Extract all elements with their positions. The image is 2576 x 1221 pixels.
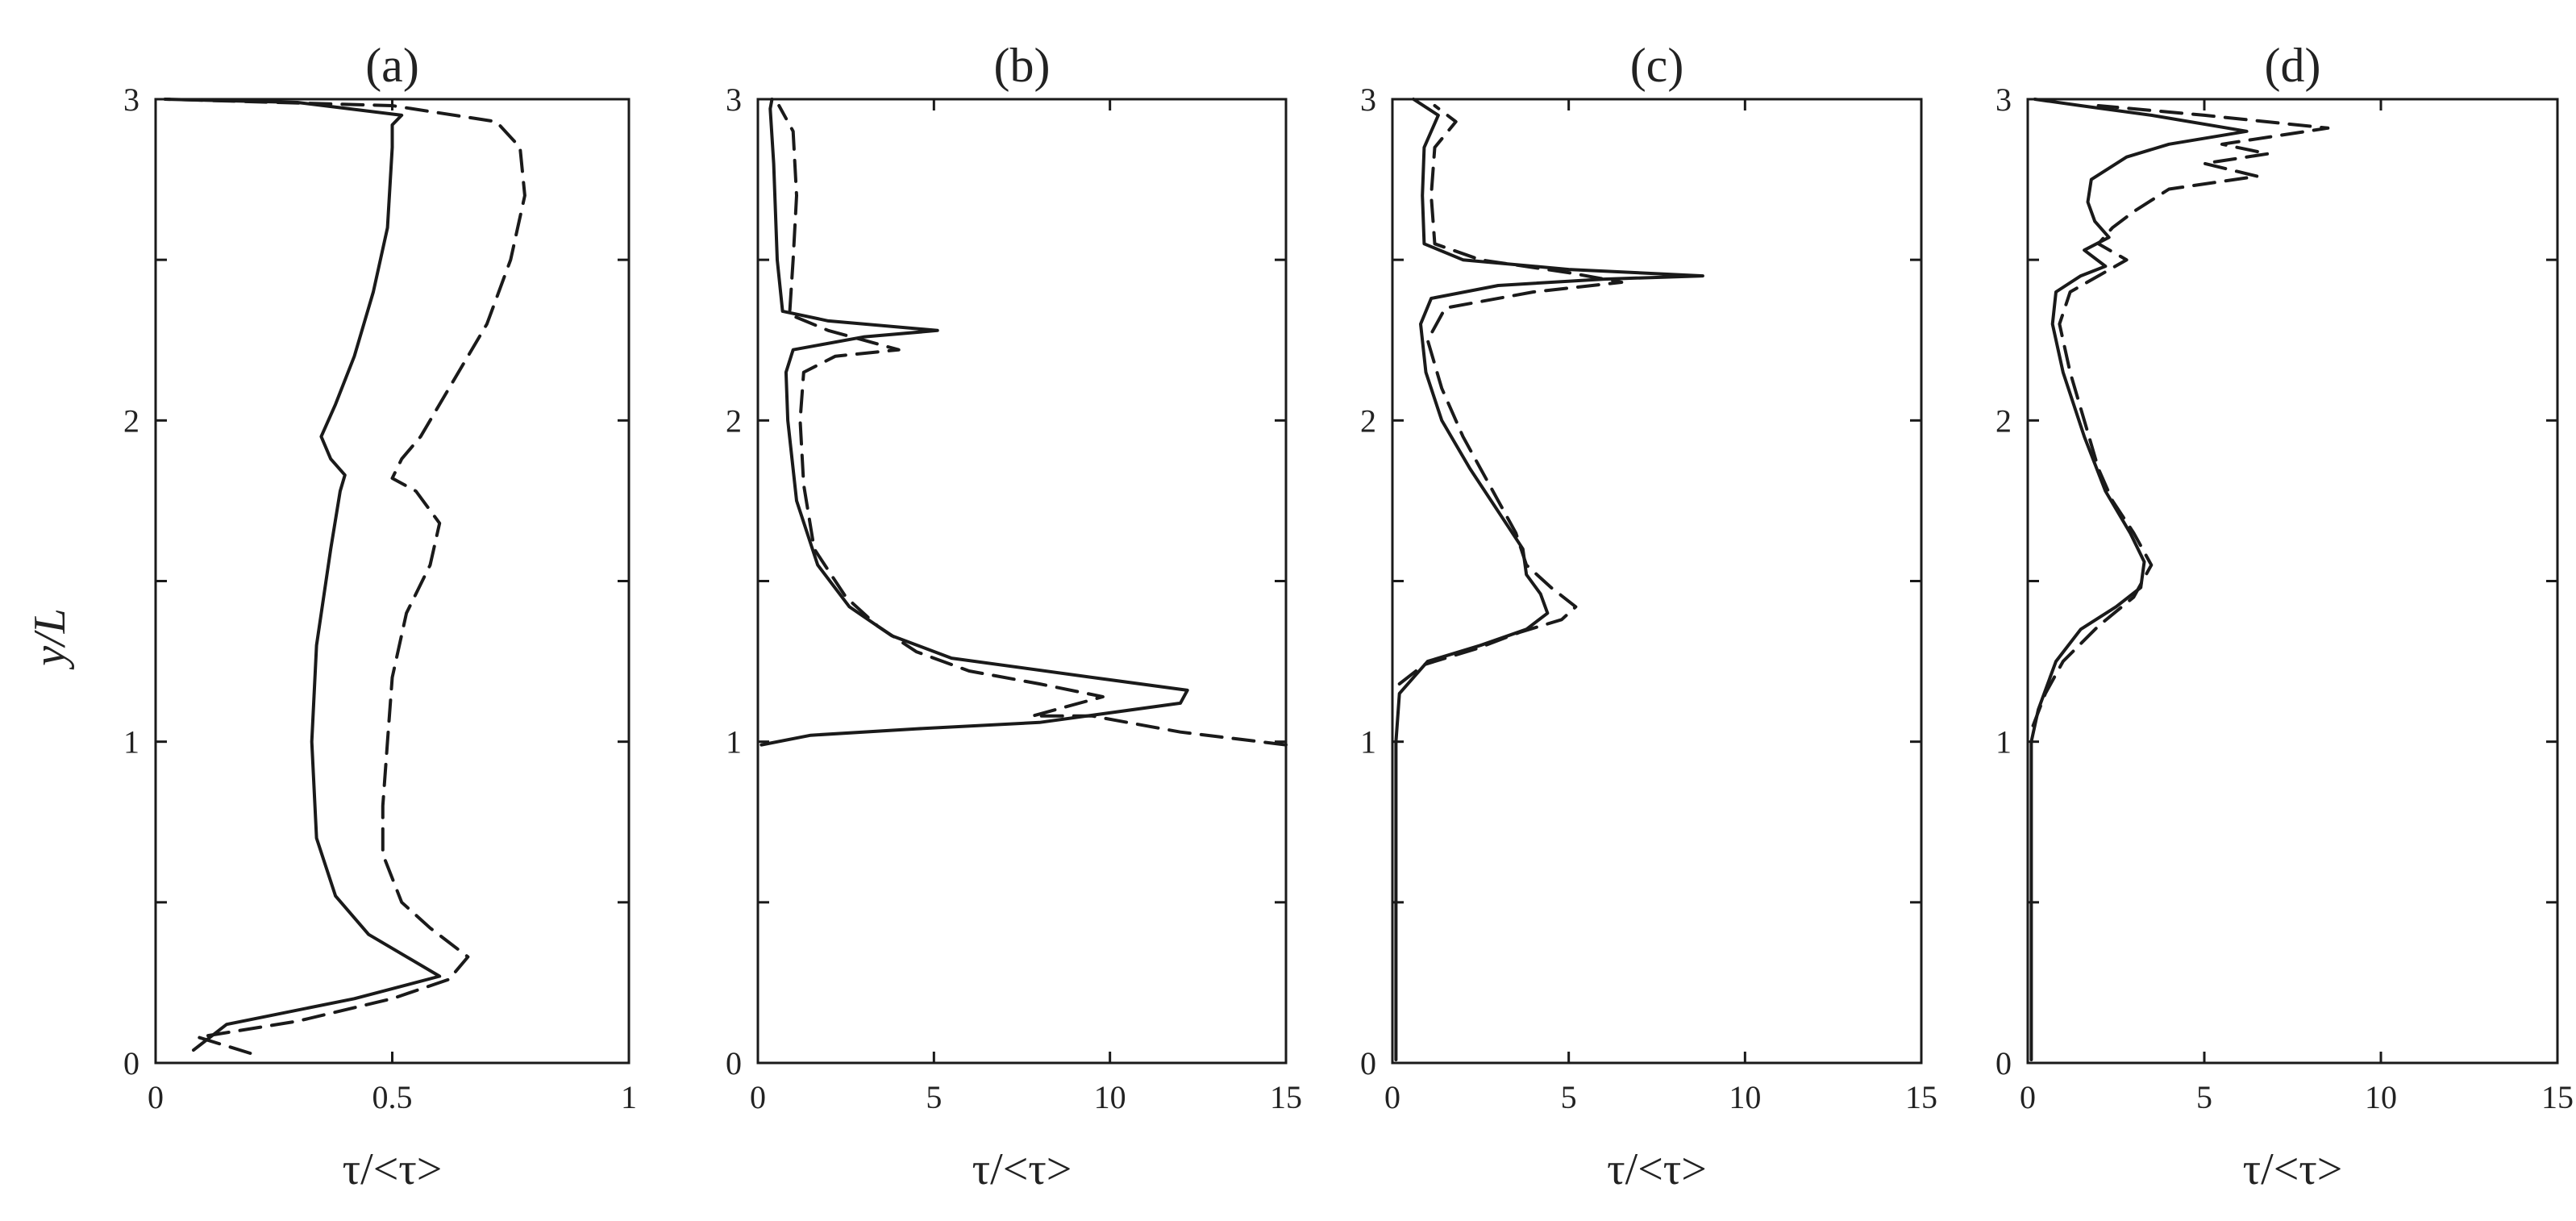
x-axis-label: τ/<τ> (972, 1144, 1072, 1194)
x-tick-label: 15 (1905, 1079, 1937, 1115)
x-tick-label: 15 (2541, 1079, 2574, 1115)
y-tick-label: 0 (123, 1045, 139, 1081)
x-tick-label: 0 (148, 1079, 164, 1115)
y-tick-label: 3 (1360, 81, 1376, 118)
x-tick-label: 5 (2196, 1079, 2212, 1115)
y-axis-label: y/L (25, 608, 75, 670)
x-tick-label: 0 (2020, 1079, 2036, 1115)
y-tick-label: 2 (726, 402, 742, 439)
panel-title: (b) (994, 39, 1051, 92)
x-tick-label: 10 (1094, 1079, 1126, 1115)
x-tick-label: 0 (750, 1079, 766, 1115)
y-tick-label: 2 (1360, 402, 1376, 439)
y-tick-label: 1 (726, 724, 742, 761)
y-tick-label: 2 (1995, 402, 2012, 439)
y-tick-label: 1 (1995, 724, 2012, 761)
x-tick-label: 5 (1561, 1079, 1577, 1115)
series-line-dashed (1397, 104, 1624, 686)
series-line-solid (163, 98, 442, 1052)
panel-title: (c) (1630, 39, 1684, 92)
chart-panel-4: (d) 0 5 10 15 0 1 2 3 τ/<τ> (1995, 39, 2574, 1194)
chart-panel-1: (a) 0 0.5 1 0 1 2 3 τ/<τ> (123, 39, 637, 1194)
panel-title: (d) (2265, 39, 2321, 92)
x-axis-label: τ/<τ> (343, 1144, 443, 1194)
series-line-solid (759, 98, 1189, 747)
series-line-dashed (777, 104, 1288, 747)
y-tick-label: 2 (123, 402, 139, 439)
y-tick-label: 0 (1360, 1045, 1376, 1081)
x-tick-label: 0.5 (372, 1079, 413, 1115)
y-tick-label: 3 (1995, 81, 2012, 118)
y-tick-label: 3 (123, 81, 139, 118)
series-line-solid (1394, 98, 1704, 1061)
x-tick-label: 5 (926, 1079, 942, 1115)
x-axis-label: τ/<τ> (1607, 1144, 1707, 1194)
chart-panel-3: (c) 0 5 10 15 0 1 2 3 τ/<τ> (1360, 39, 1937, 1194)
x-axis-label: τ/<τ> (2243, 1144, 2343, 1194)
x-tick-label: 0 (1384, 1079, 1400, 1115)
y-tick-label: 0 (1995, 1045, 2012, 1081)
series-line-dashed (163, 98, 526, 1055)
x-tick-label: 1 (621, 1079, 637, 1115)
chart-panel-2: (b) 0 5 10 15 0 1 2 3 τ/<τ> (726, 39, 1302, 1194)
series-line-solid (2029, 98, 2249, 1061)
panel-title: (a) (365, 39, 419, 92)
x-tick-label: 10 (2365, 1079, 2397, 1115)
y-tick-label: 1 (123, 724, 139, 761)
y-tick-label: 3 (726, 81, 742, 118)
y-tick-label: 0 (726, 1045, 742, 1081)
series-line-dashed (2031, 104, 2330, 727)
y-tick-label: 1 (1360, 724, 1376, 761)
x-tick-label: 15 (1270, 1079, 1302, 1115)
x-tick-label: 10 (1729, 1079, 1761, 1115)
